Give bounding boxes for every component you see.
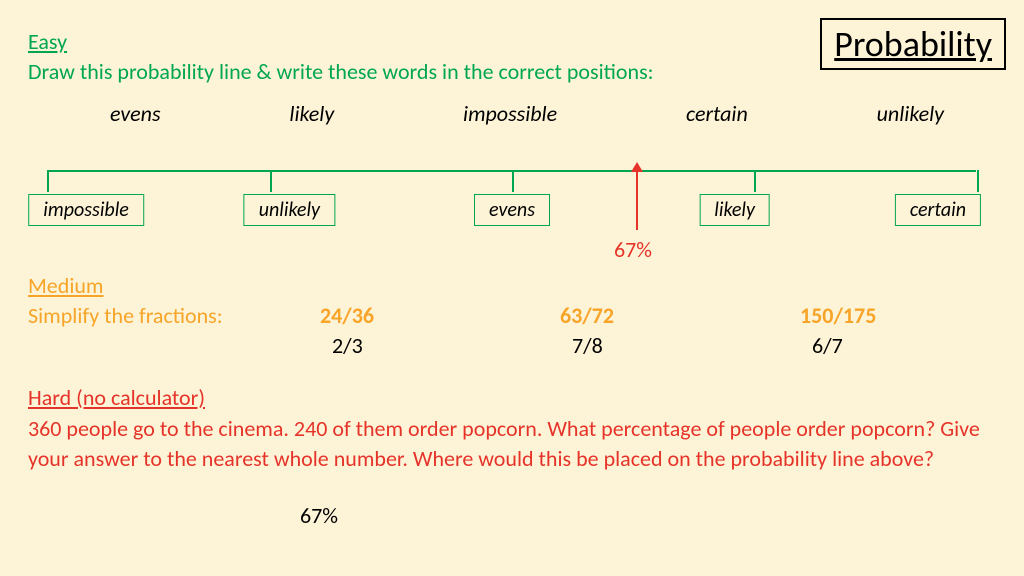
medium-heading: Medium bbox=[28, 272, 104, 299]
line-label: certain bbox=[895, 194, 981, 226]
word-item: likely bbox=[269, 100, 354, 127]
fraction-question: 24/36 bbox=[320, 302, 374, 329]
fraction-question: 150/175 bbox=[800, 302, 876, 329]
probability-line: impossible unlikely evens likely certain bbox=[28, 170, 996, 220]
hard-question: 360 people go to the cinema. 240 of them… bbox=[28, 414, 996, 473]
word-item: evens bbox=[90, 100, 181, 127]
fraction-answer: 7/8 bbox=[572, 332, 603, 359]
tick bbox=[754, 170, 756, 192]
line-label: unlikely bbox=[244, 194, 335, 226]
fraction-answer: 2/3 bbox=[332, 332, 363, 359]
tick bbox=[270, 170, 272, 192]
word-item: impossible bbox=[443, 100, 577, 127]
word-item: unlikely bbox=[857, 100, 964, 127]
word-item: certain bbox=[666, 100, 768, 127]
fraction-question: 63/72 bbox=[560, 302, 614, 329]
tick bbox=[512, 170, 514, 192]
arrow-label: 67% bbox=[614, 236, 652, 263]
line-label: impossible bbox=[28, 194, 144, 226]
tick bbox=[47, 170, 49, 192]
tick bbox=[977, 170, 979, 192]
word-bank: evens likely impossible certain unlikely bbox=[90, 100, 964, 127]
easy-instruction: Draw this probability line & write these… bbox=[28, 58, 654, 85]
line-label: evens bbox=[474, 194, 550, 226]
line-label: likely bbox=[699, 194, 770, 226]
page-title: Probability bbox=[820, 18, 1006, 70]
hard-answer: 67% bbox=[300, 502, 338, 529]
medium-instruction: Simplify the fractions: bbox=[28, 302, 223, 329]
arrow-67-percent bbox=[636, 170, 638, 230]
hard-heading: Hard (no calculator) bbox=[28, 384, 205, 411]
fraction-answer: 6/7 bbox=[812, 332, 843, 359]
easy-heading: Easy bbox=[28, 28, 67, 55]
